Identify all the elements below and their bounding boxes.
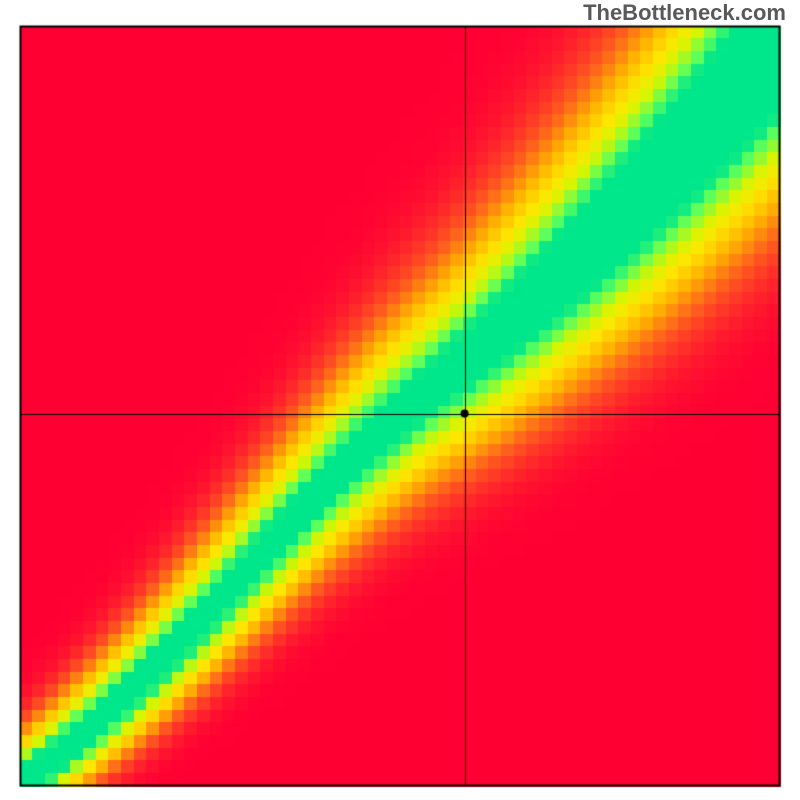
heatmap-canvas bbox=[0, 0, 800, 800]
watermark-text: TheBottleneck.com bbox=[583, 0, 786, 26]
chart-container: TheBottleneck.com bbox=[0, 0, 800, 800]
